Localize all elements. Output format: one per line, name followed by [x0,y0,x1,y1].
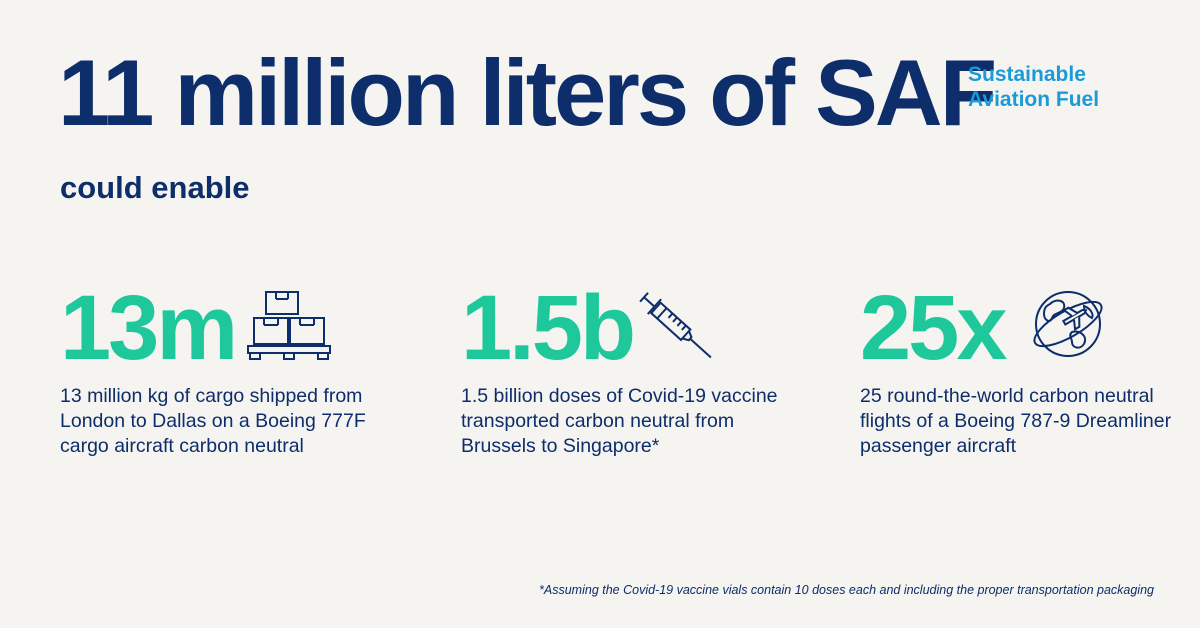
globe-airplane-icon [1032,286,1106,360]
headline: 11 million liters of SAF [58,40,997,145]
syringe-icon [635,286,717,366]
stat-description: 1.5 billion doses of Covid-19 vaccine tr… [461,385,778,457]
subheadline: could enable [60,170,250,205]
stat-description: 25 round-the-world carbon neutral flight… [860,385,1172,457]
stat-description: 13 million kg of cargo shipped from Lond… [60,385,366,457]
cargo-pallet-icon [246,286,332,362]
stat-value: 13m [60,277,238,379]
stat-value: 1.5b [461,277,636,379]
stat-value: 25x [860,277,1007,379]
footnote: *Assuming the Covid-19 vaccine vials con… [539,583,1154,597]
saf-definition: Sustainable Aviation Fuel [968,63,1100,111]
